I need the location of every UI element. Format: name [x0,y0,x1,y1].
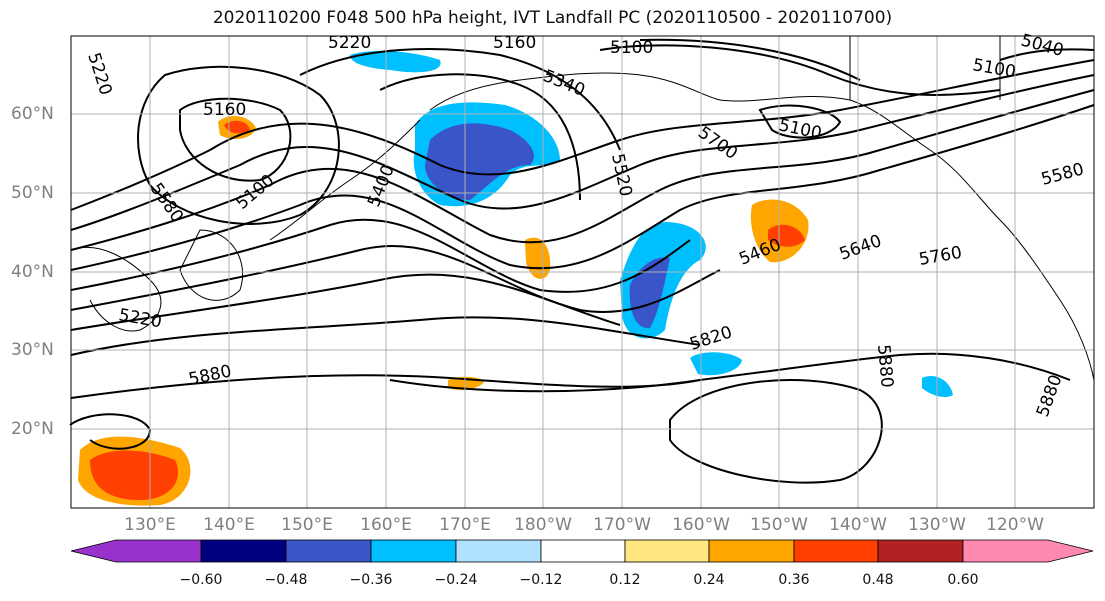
height-contours [69,38,1095,484]
coastlines [70,36,1095,381]
lon-label: 140°E [203,515,255,535]
map-title: 2020110200 F048 500 hPa height, IVT Land… [212,8,893,28]
colorbar-tick: 0.36 [778,572,810,588]
contour-label: 5220 [328,33,371,53]
ivt-shading [78,50,953,506]
contour-label: 5160 [493,33,536,53]
lon-label: 150°E [281,515,333,535]
lat-label: 60°N [11,104,54,124]
lon-label: 130°W [908,515,966,535]
lon-label: 150°W [750,515,808,535]
colorbar-tick: 0.60 [947,572,979,588]
lat-label: 50°N [11,183,54,203]
lat-label: 30°N [11,340,54,360]
graticule [71,36,1094,508]
colorbar-tick: −0.24 [434,572,478,588]
lon-label: 180°W [514,515,572,535]
colorbar-tick: −0.60 [179,572,223,588]
lat-label: 20°N [11,419,54,439]
lon-label: 130°E [124,515,176,535]
lon-label: 120°W [986,515,1044,535]
lon-label: 140°W [829,515,887,535]
colorbar-tick: 0.48 [862,572,894,588]
contour-label: 5160 [203,100,246,120]
lon-label: 170°W [593,515,651,535]
lon-label: 170°E [439,515,491,535]
colorbar-tick: −0.12 [519,572,563,588]
colorbar-tick: 0.12 [609,572,641,588]
colorbar-tick: −0.36 [349,572,393,588]
colorbar [70,539,1094,563]
lat-label: 40°N [11,262,54,282]
contour-label: 5100 [610,38,653,58]
lon-label: 160°W [672,515,730,535]
map-frame [70,35,1095,509]
contour-label: 5880 [873,344,897,389]
colorbar-tick: 0.24 [693,572,725,588]
lon-label: 160°E [360,515,412,535]
colorbar-tick: −0.48 [264,572,308,588]
